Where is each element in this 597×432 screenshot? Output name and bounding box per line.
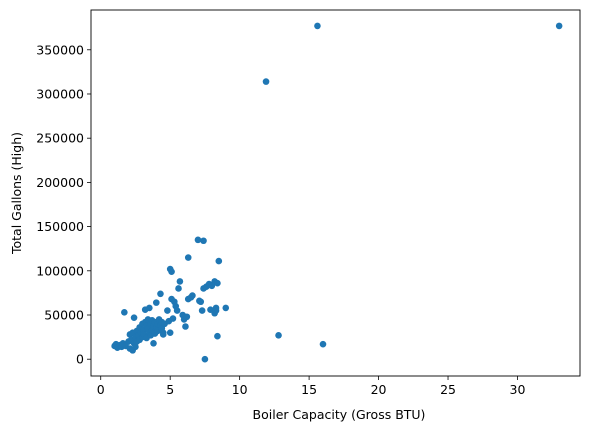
- scatter-point: [275, 332, 282, 339]
- scatter-point: [262, 78, 270, 85]
- scatter-point: [169, 315, 177, 322]
- scatter-point: [201, 355, 209, 363]
- scatter-point: [175, 285, 182, 292]
- scatter-point: [194, 236, 202, 244]
- x-tick-label: 15: [301, 382, 317, 397]
- scatter-point: [173, 307, 181, 314]
- scatter-point: [555, 22, 563, 30]
- y-axis-ticks: 0 50000 100000 150000 200000 250000 300000 3500…: [36, 42, 91, 367]
- scatter-point: [200, 237, 207, 245]
- x-tick-label: 10: [232, 382, 248, 397]
- scatter-point: [146, 304, 153, 312]
- scatter-point: [130, 314, 138, 321]
- y-tick-label: 250000: [36, 131, 84, 146]
- x-tick-label: 25: [440, 382, 456, 397]
- x-tick-label: 5: [166, 382, 174, 397]
- x-tick-label: 20: [371, 382, 387, 397]
- scatter-point: [150, 339, 157, 347]
- scatter-point: [166, 329, 174, 336]
- scatter-point: [159, 331, 167, 338]
- scatter-point: [214, 279, 221, 287]
- scatter-point: [176, 278, 184, 285]
- scatter-point: [157, 290, 164, 298]
- scatter-point: [168, 268, 175, 275]
- y-tick-label: 300000: [36, 86, 84, 101]
- scatter-point: [197, 298, 205, 306]
- scatter-point: [314, 22, 321, 30]
- scatter-point: [189, 292, 196, 299]
- y-tick-label: 150000: [36, 219, 84, 234]
- scatter-point: [182, 323, 189, 330]
- scatter-point: [132, 343, 139, 351]
- y-tick-label: 50000: [44, 308, 84, 323]
- scatter-point: [184, 254, 192, 261]
- y-tick-label: 350000: [36, 42, 84, 57]
- y-tick-label: 100000: [36, 263, 84, 278]
- scatter-point: [222, 304, 230, 312]
- y-tick-label: 200000: [36, 175, 84, 190]
- scatter-point: [121, 309, 128, 316]
- scatter-point: [183, 313, 191, 321]
- scatter-point: [214, 332, 221, 340]
- scatter-point: [164, 307, 171, 314]
- scatter-point: [152, 299, 160, 306]
- x-tick-label: 30: [510, 382, 526, 397]
- scatter-point: [198, 307, 206, 314]
- x-axis-label: Boiler Capacity (Gross BTU): [253, 407, 426, 422]
- scatter-point: [215, 257, 223, 265]
- y-axis-label: Total Gallons (High): [9, 132, 24, 255]
- y-tick-label: 0: [76, 352, 84, 367]
- plot-frame: [90, 9, 581, 377]
- data-points: [111, 22, 563, 363]
- x-tick-label: 0: [97, 382, 105, 397]
- scatter-point: [319, 340, 327, 348]
- scatter-point: [212, 304, 220, 312]
- x-axis-ticks: 0 5 10 15 20 25 30: [97, 376, 526, 397]
